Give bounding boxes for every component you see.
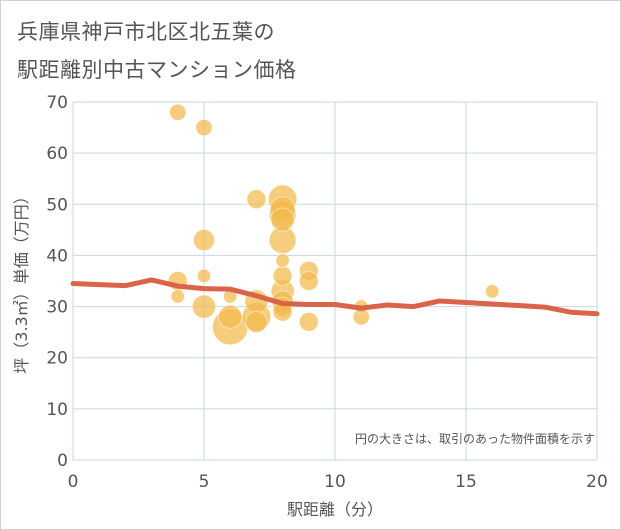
- chart-title-line-1: 兵庫県神戸市北区北五葉の: [17, 20, 275, 44]
- bubble-point: [298, 271, 319, 291]
- y-axis-label: 坪（3.3㎡）単価（万円）: [12, 188, 31, 373]
- bubble-point: [169, 103, 187, 121]
- bubble-series: [167, 103, 500, 346]
- y-tick-label: 50: [46, 195, 68, 215]
- y-tick-label: 70: [46, 93, 68, 113]
- bubble-point: [218, 304, 243, 329]
- size-legend-note: 円の大きさは、取引のあった物件面積を示す: [355, 431, 595, 446]
- bubble-point: [270, 207, 295, 232]
- x-tick-label: 5: [199, 472, 210, 492]
- y-tick-label: 10: [46, 400, 68, 420]
- x-tick-labels: 0 5 10 15 20: [68, 472, 608, 492]
- x-tick-label: 0: [68, 472, 79, 492]
- average-trend-line: [70, 277, 600, 317]
- bubble-point: [272, 265, 293, 286]
- bubble-point: [298, 311, 319, 332]
- bubble-point: [275, 253, 290, 268]
- x-axis-label: 駅距離（分）: [287, 500, 383, 519]
- bubble-point: [196, 268, 212, 284]
- bubble-point: [484, 284, 500, 299]
- y-tick-label: 20: [46, 349, 68, 369]
- bubble-point: [195, 118, 213, 137]
- bubble-point: [191, 294, 217, 319]
- bubble-point: [246, 189, 267, 210]
- y-tick-label: 60: [46, 144, 68, 164]
- bubble-point: [192, 228, 216, 252]
- x-tick-label: 15: [455, 472, 477, 492]
- y-tick-label: 30: [46, 298, 68, 318]
- y-tick-labels: 0 10 20 30 40 50 60 70: [46, 93, 68, 471]
- y-tick-label: 0: [57, 451, 68, 471]
- y-tick-label: 40: [46, 246, 68, 266]
- bubble-point: [245, 310, 268, 334]
- chart-title-line-2: 駅距離別中古マンション価格: [17, 58, 297, 82]
- bubble-point: [170, 289, 186, 304]
- x-tick-label: 20: [586, 472, 608, 492]
- x-tick-label: 10: [324, 472, 346, 492]
